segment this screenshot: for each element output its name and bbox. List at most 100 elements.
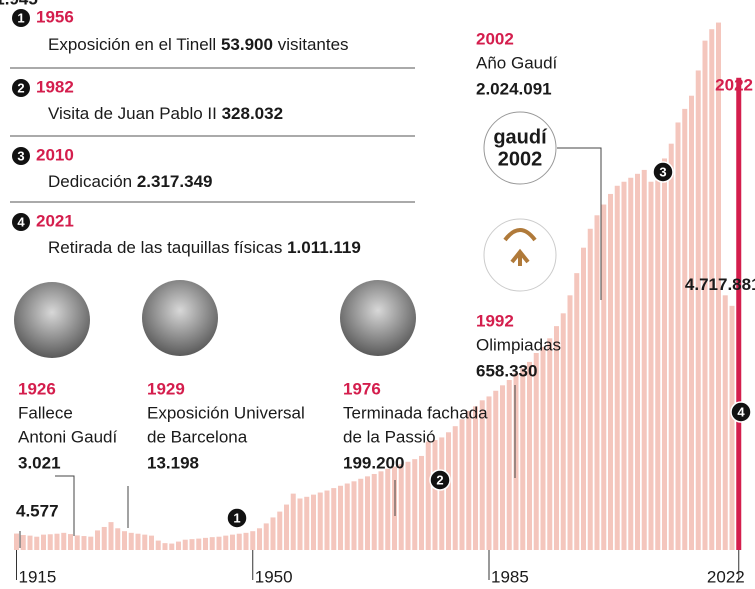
annotation-year: 1976	[343, 379, 381, 398]
x-tick-label: 1915	[19, 567, 57, 586]
bar	[466, 410, 472, 550]
value-label: 658.330	[476, 361, 537, 380]
x-tick-label: 2022	[707, 567, 745, 586]
bar	[365, 476, 370, 550]
bar	[371, 473, 377, 550]
bar	[331, 488, 337, 550]
chart-marker	[429, 469, 451, 491]
event-figure: 53.900	[221, 35, 273, 54]
bar	[162, 543, 168, 550]
bar	[419, 455, 424, 550]
bar	[736, 77, 742, 550]
bar	[311, 494, 316, 550]
bar	[581, 247, 586, 551]
bar	[155, 540, 161, 550]
bar	[540, 346, 546, 550]
bar	[473, 406, 478, 550]
bar	[290, 493, 296, 550]
bar	[257, 528, 262, 550]
bar	[115, 528, 121, 550]
bar	[344, 483, 350, 550]
bar	[101, 526, 107, 550]
bar	[41, 534, 46, 550]
bar	[236, 533, 242, 550]
bar	[317, 492, 323, 550]
event-year: 2021	[36, 211, 74, 230]
bar	[385, 468, 391, 550]
bar	[149, 535, 154, 550]
bar	[635, 173, 640, 550]
bar	[446, 432, 451, 550]
bar	[641, 169, 647, 550]
bar	[182, 539, 188, 550]
bar	[452, 426, 458, 550]
bar	[176, 541, 181, 550]
event-number: 1	[17, 10, 24, 25]
bar	[587, 228, 593, 550]
leader-line	[55, 475, 75, 536]
bar	[34, 536, 40, 550]
gaudi-logo	[483, 111, 557, 185]
event-marker	[12, 213, 30, 231]
bar	[412, 459, 418, 550]
event-desc: Visita de Juan Pablo II	[48, 104, 217, 123]
x-tick-label: 1985	[491, 567, 529, 586]
bar	[122, 531, 127, 550]
event-number: 4	[17, 214, 25, 229]
bar	[425, 441, 431, 550]
facade-photo	[340, 280, 416, 356]
bar	[675, 122, 681, 550]
bar	[338, 485, 343, 550]
bar	[358, 478, 364, 550]
bar	[230, 534, 235, 550]
bar	[527, 361, 532, 550]
event-number: 3	[17, 148, 24, 163]
bar	[81, 536, 87, 550]
event-year: 2010	[36, 145, 74, 164]
bar	[513, 373, 519, 550]
bar	[621, 181, 627, 550]
chart-marker	[730, 401, 752, 423]
chart-marker	[652, 161, 674, 183]
event-desc: Exposición en el Tinell	[48, 35, 216, 54]
bar	[614, 185, 620, 550]
gaudi-photo	[14, 282, 90, 358]
bar	[297, 498, 303, 550]
bar	[378, 471, 384, 550]
chart-marker-number: 4	[737, 404, 745, 419]
bar	[574, 273, 580, 550]
bar	[560, 313, 566, 550]
bar	[250, 531, 256, 550]
annotation-year: 1992	[476, 311, 514, 330]
logo-text: 2002	[498, 148, 543, 170]
bar	[729, 305, 735, 550]
value-label: 13.198	[147, 453, 199, 472]
annotation-text: Exposición Universal	[147, 403, 305, 422]
logo-text: gaudí	[493, 126, 548, 148]
bar	[716, 22, 721, 551]
bar	[695, 70, 701, 551]
bar	[459, 419, 465, 550]
chart-marker	[226, 507, 248, 529]
bar	[95, 530, 100, 550]
annotation-text: Año Gaudí	[476, 53, 558, 72]
event-text: Retirada de las taquillas físicas 1.011.…	[48, 238, 361, 257]
arc-photo	[142, 280, 218, 356]
bar	[493, 390, 499, 550]
bar	[216, 536, 222, 550]
bar	[142, 534, 148, 550]
bar	[567, 295, 573, 550]
bar	[533, 352, 539, 550]
annotation-text: de la Passió	[343, 427, 436, 446]
event-desc: Retirada de las taquillas físicas	[48, 238, 282, 257]
value-label: 199.200	[343, 453, 404, 472]
annotation-text: Antoni Gaudí	[18, 427, 118, 446]
bar	[432, 440, 438, 550]
event-year: 1956	[36, 7, 74, 26]
bar	[284, 504, 289, 550]
annotation-year: 2022	[715, 75, 753, 94]
event-figure: 1.011.119	[287, 238, 361, 257]
bar	[47, 534, 53, 550]
x-tick-label: 1950	[255, 567, 293, 586]
chart-marker-number: 3	[659, 164, 666, 179]
